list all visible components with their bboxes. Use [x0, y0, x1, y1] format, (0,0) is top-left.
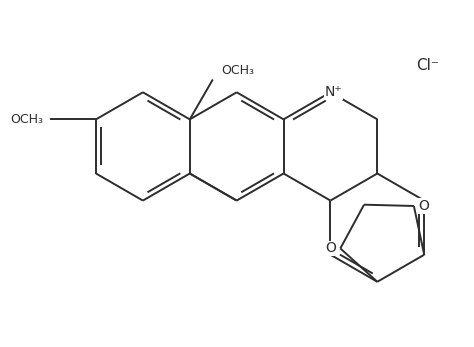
Text: O: O — [325, 242, 336, 255]
Text: OCH₃: OCH₃ — [221, 64, 254, 77]
Text: OCH₃: OCH₃ — [10, 113, 44, 126]
Text: Cl⁻: Cl⁻ — [417, 58, 439, 73]
Text: O: O — [418, 199, 429, 213]
Text: N⁺: N⁺ — [324, 85, 342, 99]
